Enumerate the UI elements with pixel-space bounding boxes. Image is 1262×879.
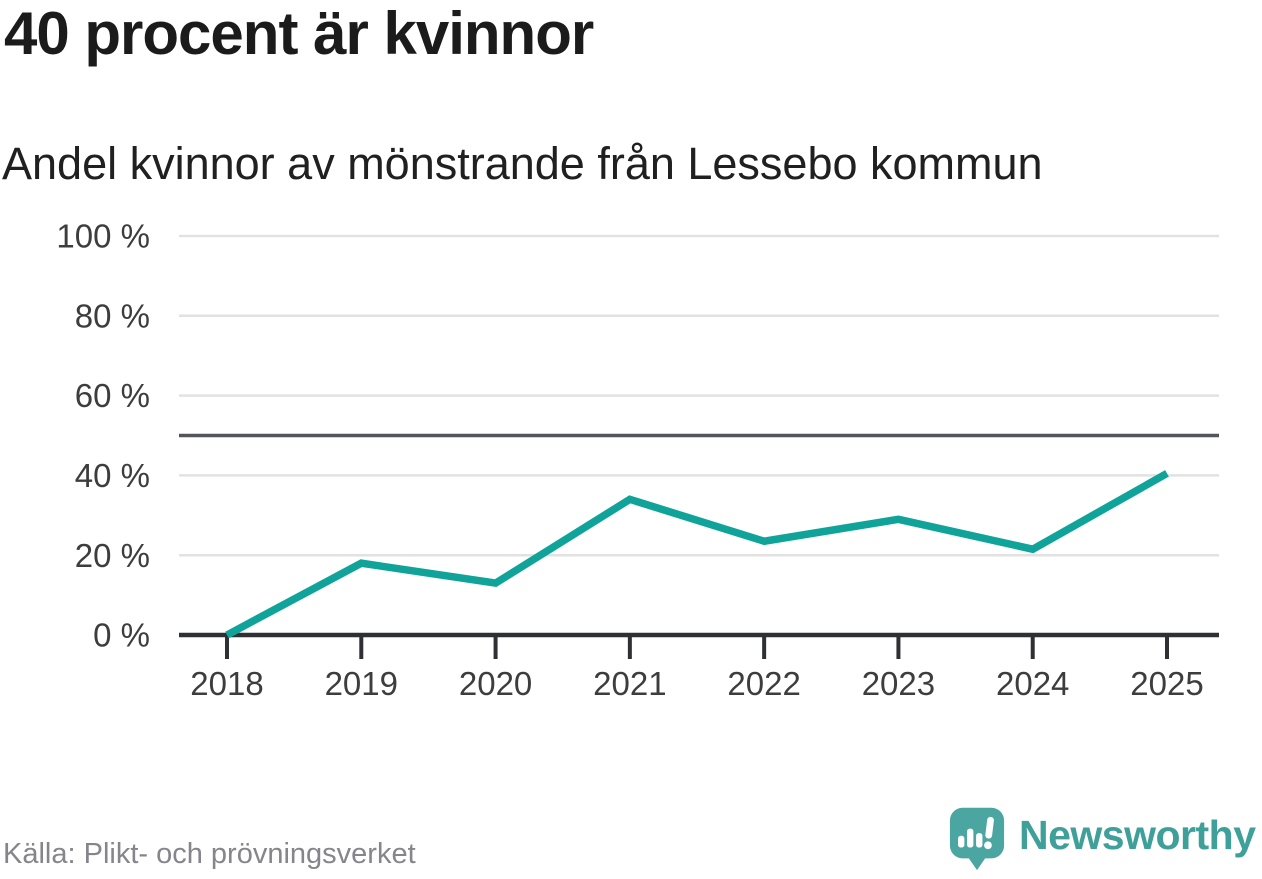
y-axis-label: 0 %	[93, 617, 150, 654]
x-axis-label: 2021	[593, 665, 666, 702]
x-axis-label: 2018	[190, 665, 263, 702]
logo-bar-3	[976, 833, 983, 848]
chart-subtitle: Andel kvinnor av mönstrande från Lessebo…	[2, 138, 1043, 189]
x-axis-label: 2024	[996, 665, 1069, 702]
newsworthy-logo-icon	[949, 807, 1005, 871]
logo-exclamation	[984, 816, 994, 850]
y-axis-label: 100 %	[56, 218, 150, 255]
chart-title: 40 procent är kvinnor	[4, 0, 594, 67]
source-label: Källa: Plikt- och prövningsverket	[3, 838, 416, 870]
brand: Newsworthy	[948, 806, 1256, 871]
y-axis-label: 60 %	[75, 377, 150, 414]
logo-bar-1	[958, 835, 965, 848]
x-axis-label: 2025	[1130, 665, 1203, 702]
x-axis-label: 2023	[862, 665, 935, 702]
data-line	[225, 470, 1169, 639]
y-axis-label: 80 %	[75, 297, 150, 334]
x-axis-label: 2019	[325, 665, 398, 702]
y-axis-label: 20 %	[75, 537, 150, 574]
x-axis-label: 2022	[727, 665, 800, 702]
brand-wordmark: Newsworthy	[1019, 812, 1256, 858]
x-axis-label: 2020	[459, 665, 532, 702]
y-axis-label: 40 %	[75, 457, 150, 494]
logo-bar-2	[967, 828, 974, 848]
line-chart: 0 % 20 % 40 % 60 % 80 % 100 % 2018 2019 2020 2021…	[56, 218, 1219, 702]
